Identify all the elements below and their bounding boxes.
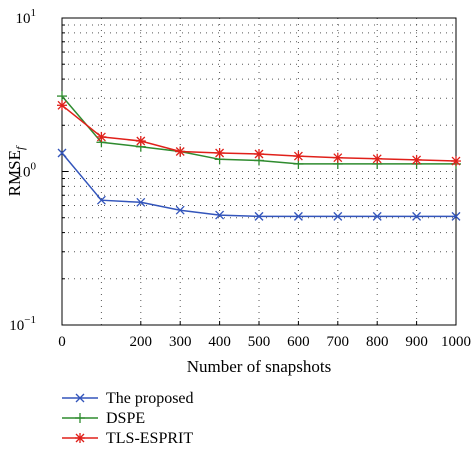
- y-tick-label-exponent: 1: [31, 7, 37, 19]
- y-tick-label: 101: [16, 7, 37, 27]
- legend: The proposed DSPE TLS-ESPRIT: [62, 390, 194, 447]
- data-point-marker: [372, 211, 382, 221]
- data-point-marker: [57, 100, 67, 111]
- x-tick-label: 800: [366, 334, 389, 350]
- x-axis-title: Number of snapshots: [187, 357, 331, 376]
- data-point-marker: [451, 211, 461, 221]
- data-point-marker: [411, 154, 422, 165]
- x-tick-label: 0: [58, 334, 66, 350]
- y-tick-label-base: 10: [16, 165, 31, 181]
- y-axis-title-subscript: f: [13, 145, 27, 150]
- x-tick-label: 900: [405, 334, 428, 350]
- data-point-marker: [412, 211, 422, 221]
- grid: [62, 18, 456, 325]
- marker-stroke: [57, 148, 67, 158]
- data-point-marker: [135, 136, 146, 147]
- data-point-marker: [293, 211, 303, 221]
- marker-stroke: [254, 211, 264, 221]
- legend-item: TLS-ESPRIT: [62, 430, 193, 447]
- legend-item: DSPE: [62, 410, 145, 427]
- y-tick-label-base: 10: [9, 318, 24, 334]
- data-point-marker: [57, 148, 67, 158]
- data-point-marker: [215, 210, 225, 220]
- legend-label: The proposed: [106, 390, 194, 407]
- marker-stroke: [372, 211, 382, 221]
- data-point-marker: [332, 152, 343, 163]
- legend-item: The proposed: [62, 390, 194, 407]
- marker-stroke: [175, 205, 185, 215]
- x-tick-label: 1000: [441, 334, 471, 350]
- marker-stroke: [75, 393, 85, 403]
- data-point-marker: [254, 211, 264, 221]
- marker-stroke: [136, 197, 146, 207]
- data-point-marker: [214, 147, 225, 158]
- marker-stroke: [333, 211, 343, 221]
- y-tick-label: 10−1: [9, 314, 36, 334]
- series-tls-esprit: [57, 100, 461, 167]
- marker-stroke: [215, 210, 225, 220]
- legend-marker: [75, 433, 85, 443]
- plot-area-frame: [61, 17, 457, 326]
- x-tick-label: 400: [208, 334, 231, 350]
- data-point-marker: [57, 91, 67, 102]
- x-tick-label: 600: [287, 334, 310, 350]
- marker-stroke: [293, 211, 303, 221]
- series-the-proposed: [57, 148, 461, 221]
- y-tick-label-exponent: −1: [24, 314, 36, 326]
- x-tick-label: 300: [169, 334, 192, 350]
- legend-label: DSPE: [106, 410, 145, 427]
- data-point-marker: [372, 153, 383, 164]
- data-point-marker: [293, 151, 304, 162]
- x-tick-label: 200: [130, 334, 153, 350]
- data-point-marker: [136, 197, 146, 207]
- data-point-marker: [96, 131, 107, 142]
- x-tick-label: 700: [327, 334, 350, 350]
- data-point-marker: [451, 156, 461, 167]
- data-point-marker: [96, 195, 106, 205]
- legend-label: TLS-ESPRIT: [106, 430, 193, 447]
- series-group: [57, 91, 461, 221]
- legend-marker: [75, 393, 85, 403]
- y-axis-title: RMSEf: [5, 145, 27, 196]
- data-point-marker: [175, 205, 185, 215]
- data-point-marker: [254, 149, 264, 160]
- legend-marker: [75, 413, 85, 423]
- y-tick-label: 100: [16, 161, 37, 181]
- marker-stroke: [451, 211, 461, 221]
- x-tick-label: 500: [248, 334, 271, 350]
- marker-stroke: [96, 195, 106, 205]
- data-point-marker: [175, 146, 186, 157]
- y-axis-title-main: RMSE: [5, 150, 24, 196]
- marker-stroke: [412, 211, 422, 221]
- y-tick-label-exponent: 0: [31, 161, 37, 173]
- y-tick-label-base: 10: [16, 11, 31, 27]
- data-point-marker: [333, 211, 343, 221]
